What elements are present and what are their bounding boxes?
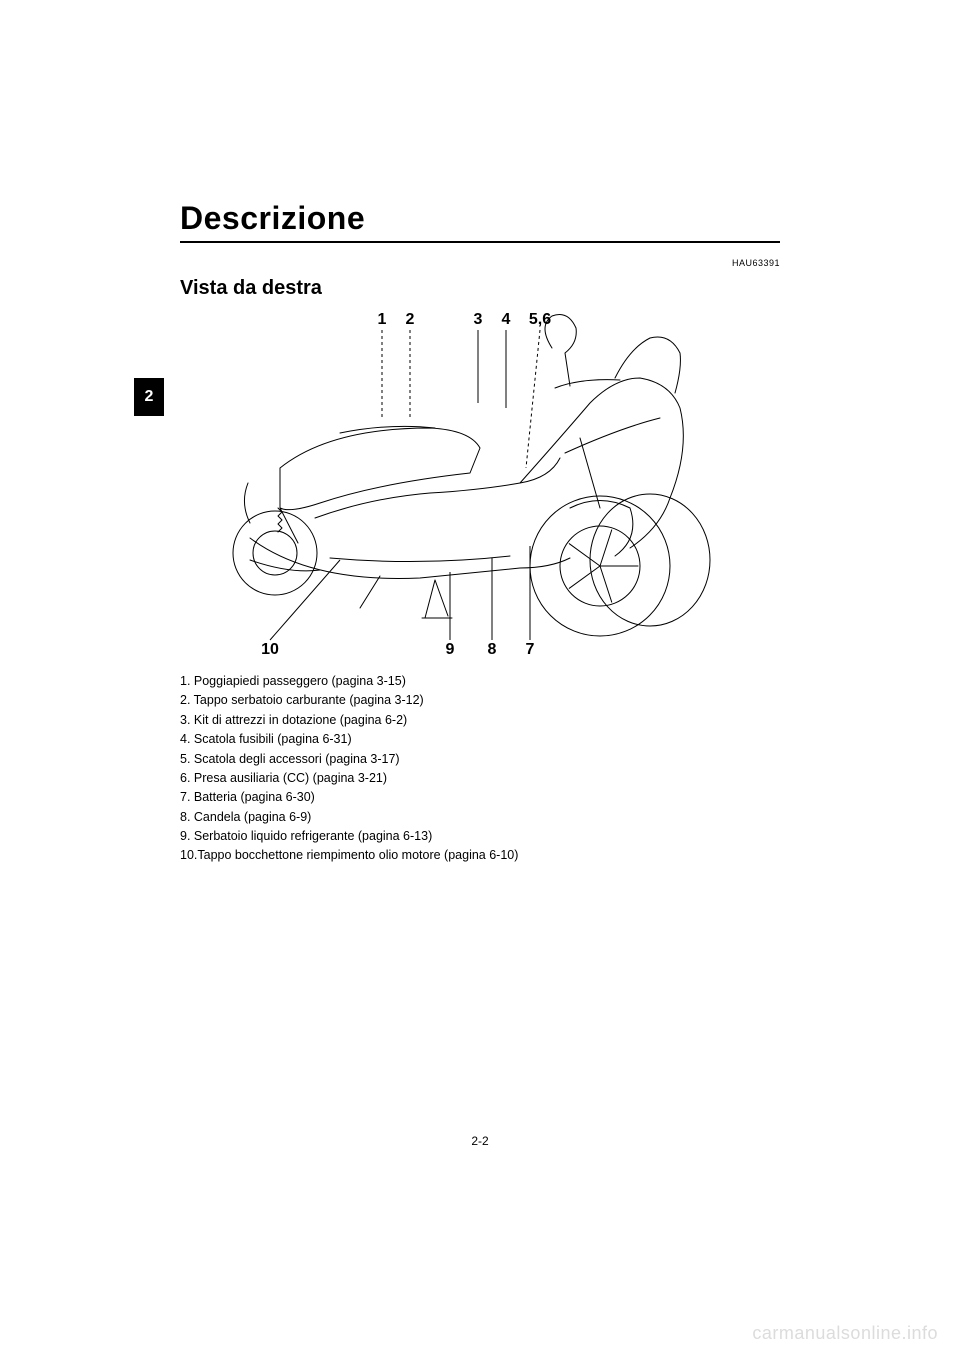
legend-item: 8. Candela (pagina 6-9): [180, 808, 780, 827]
svg-text:10: 10: [261, 641, 279, 658]
chapter-title: Descrizione: [180, 200, 780, 237]
manual-page: Descrizione HAU63391 Vista da destra 2 1…: [0, 0, 960, 1358]
svg-text:2: 2: [406, 311, 415, 328]
svg-text:8: 8: [488, 641, 497, 658]
section-title: Vista da destra: [180, 277, 780, 300]
scooter-diagram: 1 2 3 4 5,6 10 9 8 7: [220, 308, 740, 658]
page-number: 2-2: [0, 1134, 960, 1148]
chapter-tab: 2: [134, 378, 164, 416]
legend-item: 3. Kit di attrezzi in dotazione (pagina …: [180, 711, 780, 730]
legend-item: 6. Presa ausiliaria (CC) (pagina 3-21): [180, 769, 780, 788]
title-divider: [180, 241, 780, 243]
svg-text:9: 9: [446, 641, 455, 658]
svg-text:7: 7: [526, 641, 535, 658]
legend-item: 1. Poggiapiedi passeggero (pagina 3-15): [180, 672, 780, 691]
document-code: HAU63391: [732, 258, 780, 268]
legend-item: 4. Scatola fusibili (pagina 6-31): [180, 730, 780, 749]
legend-item: 5. Scatola degli accessori (pagina 3-17): [180, 750, 780, 769]
legend-item: 9. Serbatoio liquido refrigerante (pagin…: [180, 827, 780, 846]
legend-item: 10.Tappo bocchettone riempimento olio mo…: [180, 846, 780, 865]
legend-list: 1. Poggiapiedi passeggero (pagina 3-15)2…: [180, 672, 780, 866]
svg-text:3: 3: [474, 311, 483, 328]
svg-text:1: 1: [378, 311, 387, 328]
watermark: carmanualsonline.info: [752, 1323, 938, 1344]
legend-item: 2. Tappo serbatoio carburante (pagina 3-…: [180, 691, 780, 710]
legend-item: 7. Batteria (pagina 6-30): [180, 788, 780, 807]
svg-text:5,6: 5,6: [529, 311, 551, 328]
svg-text:4: 4: [502, 311, 511, 328]
